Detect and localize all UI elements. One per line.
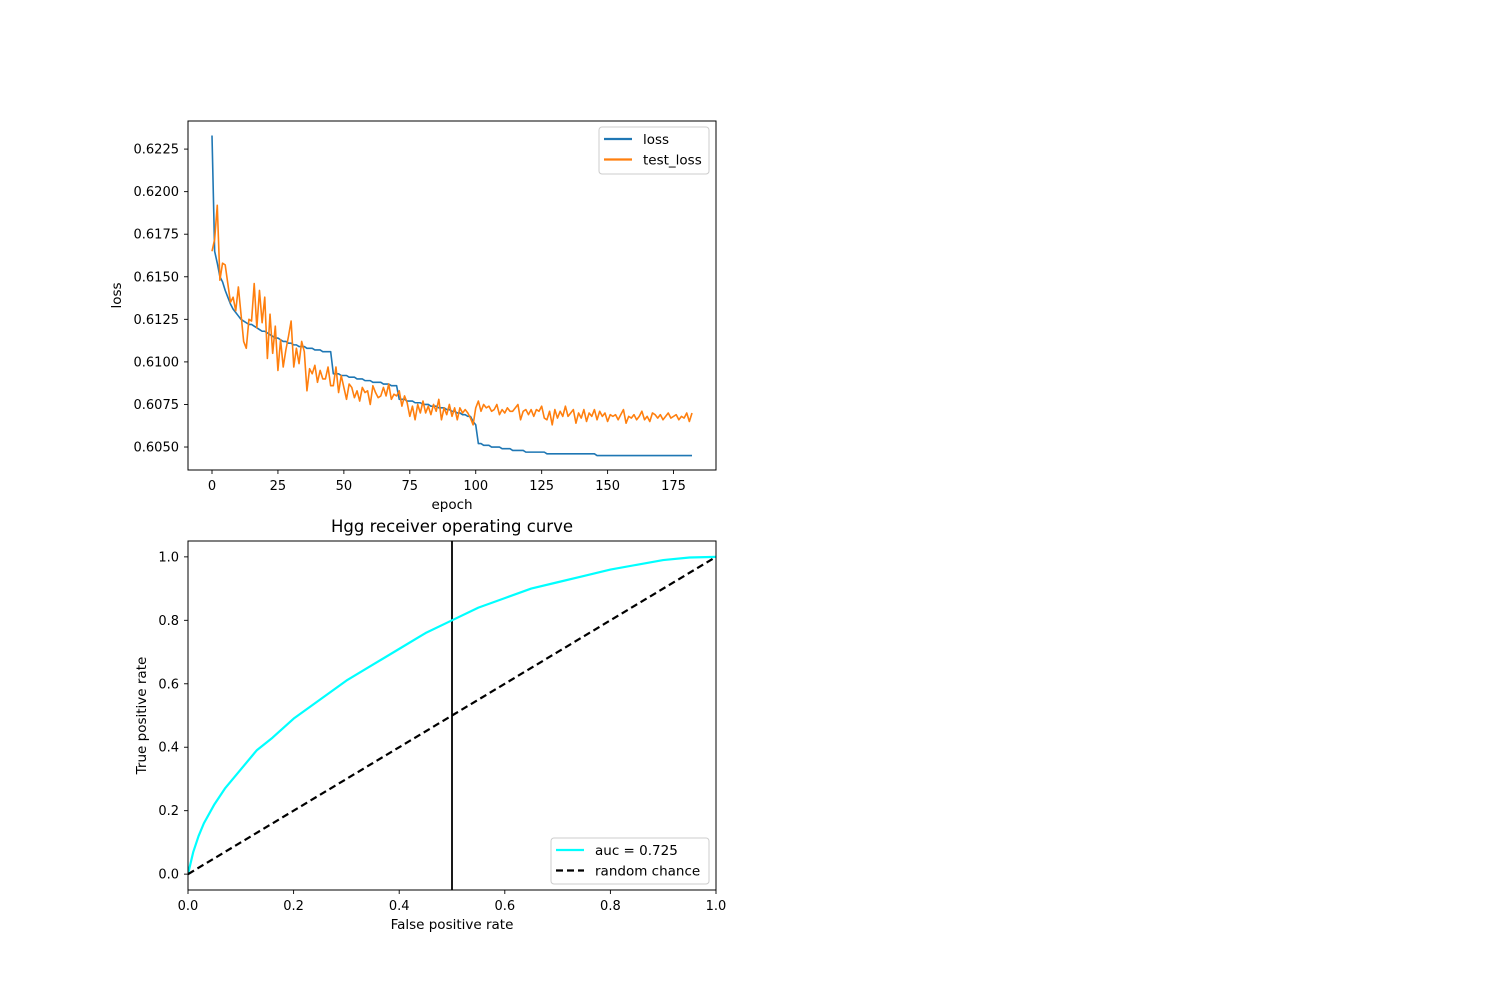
roc-chart-y-tick-label: 0.0 (158, 868, 179, 883)
roc-chart-x-tick-label: 0.6 (494, 899, 515, 914)
loss-chart-y-tick-label: 0.6200 (134, 185, 180, 200)
loss-chart-series-layer (211, 135, 693, 457)
roc-chart: 0.0 0.2 0.4 0.6 0.8 1.0 0.0 0.2 0.4 0.6 0.8 1.0 Hg… (134, 517, 726, 933)
loss-chart-y-tick-label: 0.6050 (134, 441, 180, 456)
roc-chart-y-tick-label: 0.2 (158, 804, 179, 819)
roc-chart-x-tick-label: 0.0 (178, 899, 199, 914)
roc-chart-legend: auc = 0.725 random chance (550, 837, 710, 885)
loss-chart-legend-label: loss (643, 132, 669, 148)
roc-chart-x-tick-label: 1.0 (706, 899, 727, 914)
loss-chart-legend-label: test_loss (643, 153, 702, 169)
roc-chart-series-layer (188, 541, 716, 890)
roc-chart-legend-label: auc = 0.725 (595, 843, 678, 859)
loss-chart-y-tick-label: 0.6175 (134, 228, 180, 243)
loss-chart: 0 25 50 75 100 125 150 175 0.60500.60750.61000.… (109, 120, 717, 513)
roc-chart-y-tick-label: 1.0 (158, 550, 179, 565)
loss-chart-y-tick-label: 0.6150 (134, 270, 180, 285)
loss-chart-x-tick-label: 125 (529, 479, 554, 494)
loss-chart-frame (187, 120, 717, 471)
loss-chart-y-tick-label: 0.6125 (134, 313, 180, 328)
roc-chart-y-tick-label: 0.8 (158, 614, 179, 629)
loss-chart-legend: loss test_loss (598, 126, 710, 175)
roc-chart-legend-label: random chance (595, 864, 700, 880)
roc-chart-frame (187, 540, 717, 891)
roc-chart-series-random-chance (188, 555, 716, 876)
loss-chart-y-tick-label: 0.6075 (134, 398, 180, 413)
loss-chart-x-tick-label: 50 (336, 479, 353, 494)
loss-chart-x-tick-label: 175 (661, 479, 686, 494)
loss-chart-y-tick-label: 0.6225 (134, 143, 180, 158)
loss-chart-x-tick-label: 0 (208, 479, 216, 494)
loss-chart-y-tick-label: 0.6100 (134, 355, 180, 370)
loss-chart-y-axis-label: loss (109, 282, 125, 308)
loss-chart-series-test-loss (211, 204, 693, 426)
roc-chart-series-auc-0-725 (188, 555, 716, 875)
roc-chart-y-tick-label: 0.4 (158, 741, 179, 756)
roc-chart-y-axis-label: True positive rate (134, 657, 150, 776)
roc-chart-y-ticks: 0.0 0.2 0.4 0.6 0.8 1.0 (158, 550, 188, 883)
roc-chart-x-tick-label: 0.2 (283, 899, 304, 914)
loss-chart-x-axis-label: epoch (431, 497, 472, 513)
loss-chart-x-tick-label: 75 (402, 479, 419, 494)
roc-chart-x-axis-label: False positive rate (391, 917, 514, 933)
roc-chart-legend-box (550, 837, 710, 885)
loss-chart-x-tick-label: 150 (595, 479, 620, 494)
loss-chart-y-ticks: 0.6050 0.6075 0.6100 0.6125 0.6150 0.6175 0.62… (134, 143, 188, 456)
roc-chart-y-tick-label: 0.6 (158, 677, 179, 692)
loss-chart-x-ticks: 0 25 50 75 100 125 150 175 (208, 470, 686, 494)
roc-chart-x-tick-label: 0.4 (389, 899, 410, 914)
loss-chart-x-tick-label: 25 (270, 479, 287, 494)
loss-chart-x-tick-label: 100 (463, 479, 488, 494)
roc-chart-x-ticks: 0.0 0.2 0.4 0.6 0.8 1.0 (178, 890, 727, 914)
roc-chart-x-tick-label: 0.8 (600, 899, 621, 914)
roc-chart-title: Hgg receiver operating curve (331, 517, 573, 536)
